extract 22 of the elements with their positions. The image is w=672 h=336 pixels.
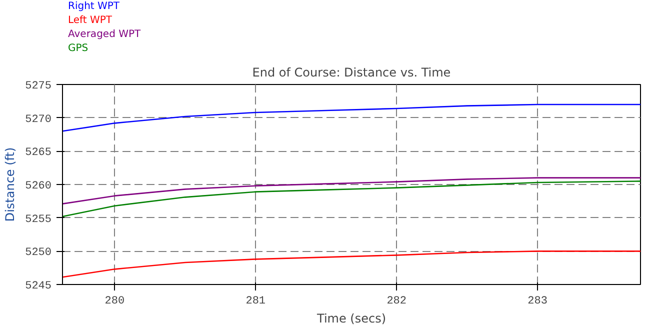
y-tick-label: 5270 [25,114,52,126]
y-axis-title: Distance (ft) [3,147,18,222]
y-tick-label: 5245 [25,280,52,292]
line-series [62,177,640,204]
x-tick-label: 280 [104,296,125,308]
text: Averaged WPT [68,28,141,42]
chart-title: End of Course: Distance vs. Time [252,66,451,80]
y-tick-label: 5275 [25,80,52,92]
text: Right WPT [68,0,121,14]
y-tick-label: 5255 [25,214,52,226]
line-series [62,250,640,278]
line-series [62,180,640,218]
y-tick-label: 5260 [25,180,52,192]
text: GPS [68,42,90,56]
line-series [62,104,640,132]
x-tick-label: 283 [528,296,548,308]
y-tick-label: 5250 [25,247,52,260]
x-tick-label: 281 [246,296,266,308]
text: Left WPT [68,14,114,28]
y-tick-label: 5265 [25,147,52,160]
x-tick-label: 282 [386,296,407,308]
x-axis-title: Time (secs) [316,312,386,326]
